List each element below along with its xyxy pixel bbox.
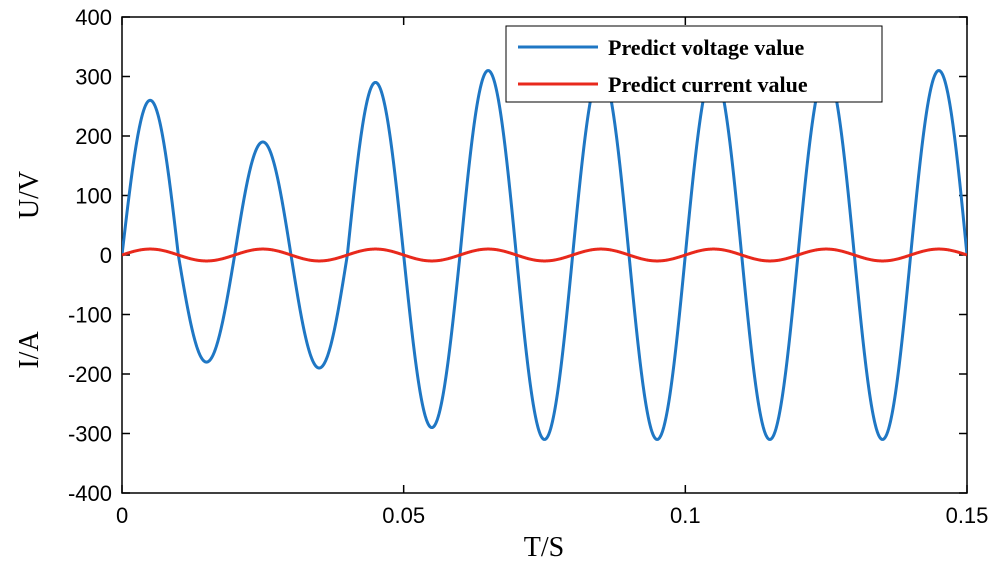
legend-label-voltage: Predict voltage value (608, 35, 805, 60)
y-tick-label: 300 (75, 65, 112, 90)
y-axis-title-current: I/A (14, 331, 45, 369)
y-axis-title-voltage: U/V (14, 171, 45, 219)
y-tick-label: -300 (68, 422, 112, 447)
x-tick-label: 0.05 (382, 503, 425, 528)
legend-box (505, 25, 883, 103)
x-tick-label: 0.1 (670, 503, 701, 528)
y-tick-label: -400 (68, 481, 112, 506)
y-tick-label: 100 (75, 184, 112, 209)
y-tick-label: 200 (75, 124, 112, 149)
y-tick-label: 400 (75, 5, 112, 30)
legend-label-current: Predict current value (608, 72, 808, 97)
x-axis-ticks: 0 0.05 0.1 0.15 (116, 17, 988, 528)
legend: Predict voltage value Predict current va… (505, 25, 883, 103)
series-line-current (122, 247, 967, 263)
x-tick-label: 0 (116, 503, 128, 528)
x-axis-title: T/S (524, 532, 564, 563)
x-tick-label: 0.15 (946, 503, 989, 528)
y-tick-label: 0 (100, 243, 112, 268)
y-tick-label: -100 (68, 303, 112, 328)
y-axis-ticks: 400 300 200 100 0 -100 -200 -300 -400 (68, 5, 967, 506)
y-tick-label: -200 (68, 362, 112, 387)
